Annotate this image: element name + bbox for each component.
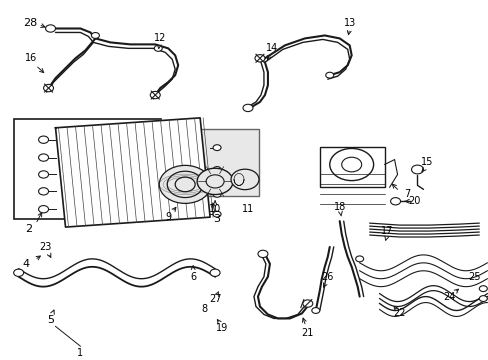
- Text: 2: 2: [25, 224, 32, 234]
- Text: 4: 4: [22, 259, 29, 269]
- Polygon shape: [56, 118, 210, 227]
- Circle shape: [341, 157, 361, 172]
- Circle shape: [150, 91, 160, 99]
- Text: 27: 27: [208, 293, 221, 303]
- Text: 14: 14: [265, 43, 278, 53]
- Circle shape: [478, 286, 487, 292]
- Circle shape: [411, 165, 423, 174]
- Bar: [163, 129, 259, 195]
- Text: 9: 9: [165, 212, 171, 222]
- Text: 24: 24: [442, 292, 455, 302]
- Circle shape: [14, 269, 23, 276]
- Text: 16: 16: [24, 53, 37, 63]
- Text: 18: 18: [333, 202, 345, 212]
- Circle shape: [91, 32, 99, 39]
- Text: 22: 22: [392, 309, 405, 319]
- Bar: [14, 119, 160, 219]
- Circle shape: [159, 165, 211, 203]
- Circle shape: [478, 296, 487, 302]
- Circle shape: [243, 104, 252, 112]
- Text: 5: 5: [47, 315, 54, 325]
- Text: 3: 3: [213, 214, 220, 224]
- Circle shape: [355, 256, 363, 262]
- Bar: [319, 147, 384, 187]
- Text: 8: 8: [201, 303, 207, 314]
- Text: 13: 13: [343, 18, 355, 27]
- Circle shape: [43, 84, 53, 92]
- Circle shape: [230, 169, 259, 190]
- Circle shape: [210, 269, 220, 276]
- Text: 11: 11: [242, 204, 254, 214]
- Text: 28: 28: [23, 18, 38, 27]
- Circle shape: [39, 154, 48, 161]
- Circle shape: [45, 25, 56, 32]
- Text: 21: 21: [301, 328, 313, 338]
- Text: 6: 6: [190, 272, 196, 282]
- Text: 23: 23: [40, 242, 52, 252]
- Circle shape: [167, 171, 203, 198]
- Circle shape: [302, 300, 312, 307]
- Circle shape: [329, 148, 373, 181]
- Text: 10: 10: [208, 204, 221, 214]
- Circle shape: [205, 175, 224, 188]
- Text: 1: 1: [77, 348, 83, 358]
- Circle shape: [154, 45, 162, 51]
- Circle shape: [390, 198, 400, 205]
- Text: 15: 15: [421, 157, 433, 167]
- Circle shape: [39, 188, 48, 195]
- Circle shape: [213, 145, 221, 150]
- Text: 7: 7: [404, 189, 410, 199]
- Circle shape: [254, 55, 264, 62]
- Text: 12: 12: [154, 33, 166, 44]
- Text: 17: 17: [381, 226, 393, 236]
- Text: 26: 26: [321, 272, 333, 282]
- Circle shape: [213, 211, 221, 217]
- Circle shape: [197, 168, 233, 194]
- Circle shape: [39, 206, 48, 213]
- Circle shape: [311, 307, 319, 314]
- Circle shape: [325, 72, 333, 78]
- Circle shape: [39, 171, 48, 178]
- Text: 19: 19: [216, 323, 228, 333]
- Circle shape: [175, 177, 195, 192]
- Circle shape: [39, 136, 48, 143]
- Text: 20: 20: [407, 196, 420, 206]
- Circle shape: [258, 250, 267, 257]
- Circle shape: [213, 167, 221, 172]
- Text: 25: 25: [467, 272, 480, 282]
- Circle shape: [213, 192, 221, 197]
